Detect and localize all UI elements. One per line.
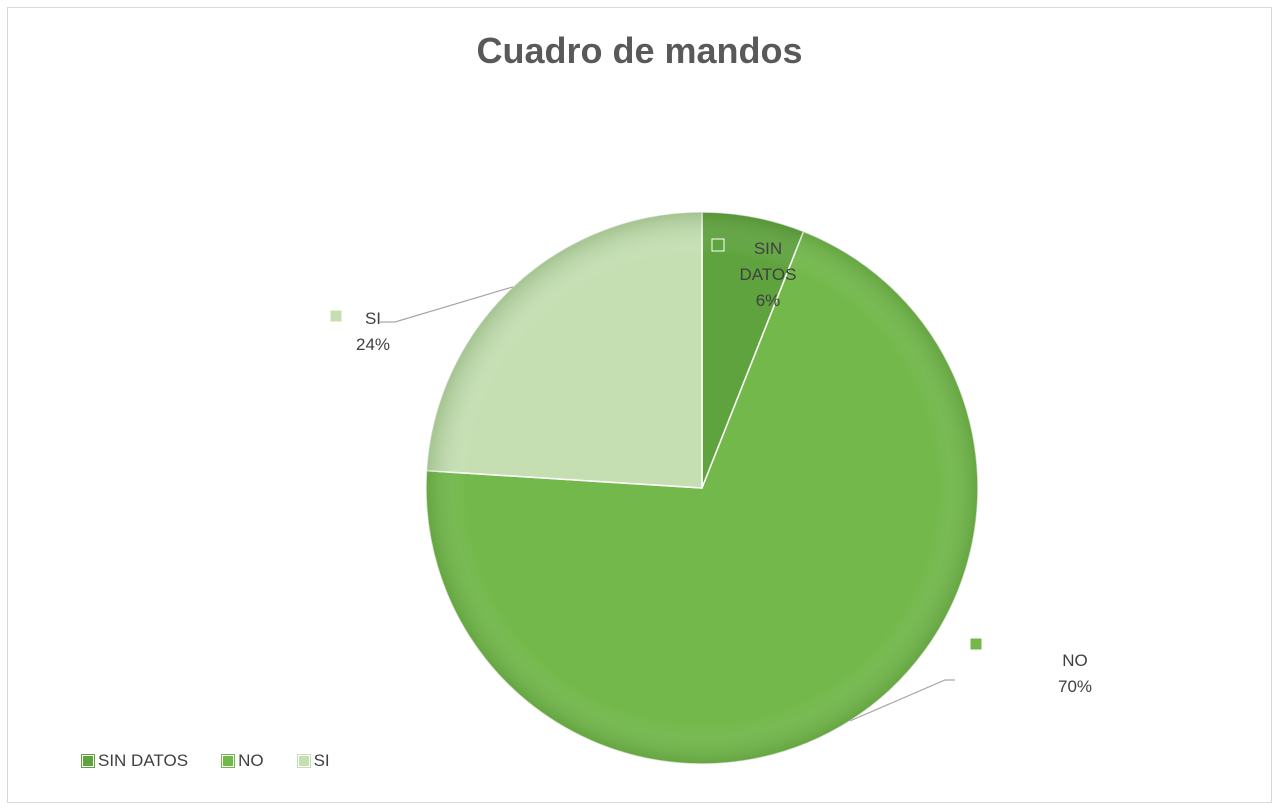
data-label-swatch-no (969, 637, 983, 651)
data-label-swatch-sin-datos (711, 238, 725, 252)
chart-title: Cuadro de mandos (476, 30, 803, 71)
data-label-percent-si: 24% (356, 335, 390, 354)
leader-line-no (849, 679, 955, 722)
legend-swatch-sin-datos (81, 754, 95, 768)
leader-line-si (380, 286, 514, 323)
legend-swatch-si (296, 754, 311, 768)
legend-label-si: SI (313, 751, 330, 770)
data-label-percent-no: 70% (1058, 677, 1092, 696)
data-label-swatch-si (329, 309, 343, 323)
legend-item-si: SI (296, 751, 330, 771)
data-label-percent-sin-datos: 6% (756, 291, 781, 310)
legend: SIN DATOS NO SI (81, 751, 364, 771)
data-label-name-si: SI (365, 309, 381, 328)
legend-item-no: NO (221, 751, 264, 771)
legend-label-no: NO (238, 751, 264, 770)
pie-edge-shading (426, 212, 978, 764)
data-label-name-sin-datos: SIN (754, 239, 782, 258)
legend-item-sin-datos: SIN DATOS (81, 751, 189, 771)
data-label-name-no: NO (1062, 651, 1088, 670)
legend-swatch-no (221, 754, 236, 768)
legend-label-sin-datos: SIN DATOS (98, 751, 189, 770)
data-label-name-sin-datos: DATOS (740, 265, 797, 284)
